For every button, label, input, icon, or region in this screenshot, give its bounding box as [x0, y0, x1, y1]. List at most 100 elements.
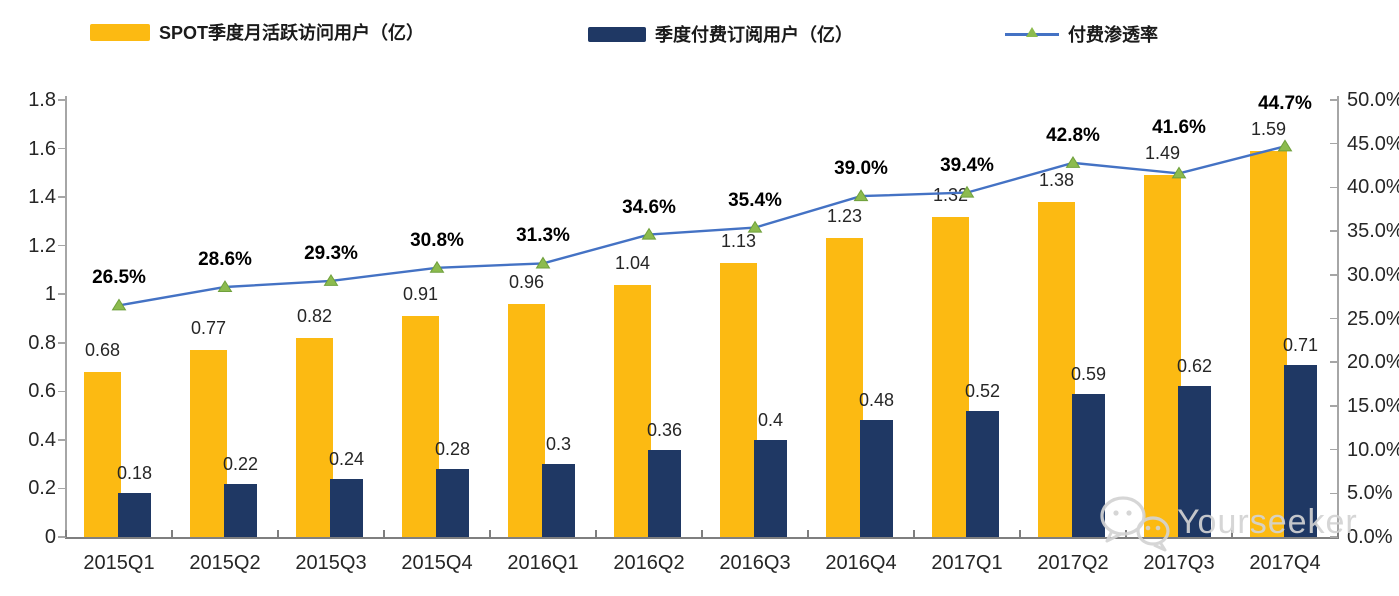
y-axis-left-line: [65, 96, 67, 537]
y-axis-right-tick: [1330, 361, 1338, 363]
y-axis-left-tick: [58, 293, 66, 295]
y-axis-right-tick-label: 5.0%: [1347, 482, 1393, 505]
x-axis-tick: [595, 530, 597, 537]
bar-mau-value-label: 0.77: [190, 318, 227, 339]
y-axis-left-tick-label: 0.8: [28, 331, 56, 354]
y-axis-right-tick-label: 10.0%: [1347, 438, 1399, 461]
y-axis-left-tick: [58, 536, 66, 538]
x-axis-tick: [1019, 530, 1021, 537]
bar-mau: [720, 262, 757, 537]
bar-mau-value-label: 1.59: [1250, 118, 1287, 139]
bar-mau-value-label: 1.04: [614, 252, 651, 273]
x-axis-tick: [913, 530, 915, 537]
penetration-pct-label: 31.3%: [516, 225, 570, 247]
bar-subscribers-value-label: 0.28: [434, 439, 471, 460]
bar-subscribers-value-label: 0.3: [545, 434, 572, 455]
bar-mau: [614, 284, 651, 537]
x-axis-category-label: 2016Q1: [507, 552, 579, 574]
bar-subscribers: [1284, 364, 1317, 537]
y-axis-right-tick: [1330, 317, 1338, 320]
bar-mau: [508, 303, 545, 537]
penetration-pct-label: 34.6%: [622, 196, 676, 218]
y-axis-right-tick-label: 15.0%: [1347, 394, 1399, 417]
bar-subscribers-value-label: 0.71: [1282, 334, 1319, 355]
legend-item-mau: SPOT季度月活跃访问用户（亿）: [90, 19, 424, 45]
y-axis-right-line: [1337, 96, 1339, 537]
y-axis-left-tick-label: 1.8: [28, 89, 56, 111]
x-axis-category-label: 2017Q2: [1037, 552, 1109, 574]
y-axis-left-tick-label: 1.2: [28, 234, 56, 257]
bar-mau-value-label: 1.32: [932, 184, 969, 205]
y-axis-right-tick-label: 30.0%: [1347, 263, 1399, 286]
bar-mau-value-label: 1.23: [826, 206, 863, 227]
x-axis-line: [65, 537, 1339, 539]
x-axis-category-label: 2015Q3: [295, 552, 367, 574]
bar-mau-value-label: 0.82: [296, 305, 333, 326]
bar-mau-value-label: 0.91: [402, 284, 439, 305]
x-axis-category-label: 2016Q3: [719, 552, 791, 574]
y-axis-right-tick: [1330, 142, 1338, 145]
y-axis-right-tick-label: 35.0%: [1347, 220, 1399, 243]
x-axis-tick: [1337, 530, 1339, 537]
x-axis-category-label: 2017Q4: [1249, 552, 1321, 574]
bar-mau: [190, 350, 227, 537]
legend-label-penetration: 付费渗透率: [1068, 25, 1158, 45]
x-axis-category-label: 2016Q2: [613, 552, 685, 574]
bar-mau-value-label: 1.38: [1038, 169, 1075, 190]
bar-subscribers-value-label: 0.24: [328, 448, 365, 469]
x-axis-category-label: 2017Q3: [1143, 552, 1215, 574]
x-axis-tick: [277, 530, 279, 537]
x-axis-category-label: 2017Q1: [931, 552, 1003, 574]
penetration-pct-label: 29.3%: [304, 242, 358, 264]
x-axis-tick: [807, 530, 809, 537]
y-axis-right-tick-label: 25.0%: [1347, 307, 1399, 330]
y-axis-left-tick-label: 0.2: [28, 477, 56, 500]
penetration-pct-label: 35.4%: [728, 189, 782, 211]
x-axis-tick: [701, 530, 703, 537]
bar-mau-value-label: 1.49: [1144, 143, 1181, 164]
y-axis-right-tick-label: 40.0%: [1347, 176, 1399, 199]
x-axis-tick: [1125, 530, 1127, 537]
bar-subscribers: [542, 464, 575, 537]
bar-subscribers: [224, 483, 257, 537]
penetration-pct-label: 39.0%: [834, 158, 888, 180]
bar-subscribers-value-label: 0.22: [222, 453, 259, 474]
bar-subscribers: [1178, 386, 1211, 537]
y-axis-left-tick: [58, 390, 66, 393]
x-axis-category-label: 2015Q4: [401, 552, 473, 574]
legend-triangle-marker-icon: [1026, 27, 1038, 37]
bar-subscribers: [1072, 393, 1105, 537]
bar-subscribers: [754, 439, 787, 537]
bar-subscribers-value-label: 0.4: [757, 409, 784, 430]
y-axis-left-tick-label: 1: [44, 283, 56, 306]
legend-item-subscribers: 季度付费订阅用户（亿）: [588, 21, 853, 47]
x-axis-tick: [171, 530, 173, 537]
bar-mau: [932, 216, 969, 537]
legend-line-marker-icon: [1005, 27, 1059, 40]
y-axis-left-tick: [58, 99, 66, 101]
penetration-pct-label: 28.6%: [198, 249, 252, 271]
bar-mau: [402, 316, 439, 537]
x-axis-category-label: 2015Q2: [189, 552, 261, 574]
bar-mau: [84, 371, 121, 537]
penetration-pct-label: 42.8%: [1046, 124, 1100, 146]
y-axis-right-tick: [1330, 274, 1338, 276]
bar-subscribers: [966, 410, 999, 537]
x-axis-category-label: 2015Q1: [83, 552, 155, 574]
x-axis-tick: [489, 530, 491, 537]
legend-label-subscribers: 季度付费订阅用户（亿）: [655, 25, 853, 45]
bar-subscribers: [436, 469, 469, 537]
y-axis-left-tick: [58, 342, 66, 344]
x-axis-tick: [383, 530, 385, 537]
bar-subscribers: [118, 493, 151, 537]
legend-swatch-mau: [90, 23, 150, 41]
bar-subscribers-value-label: 0.59: [1070, 363, 1107, 384]
y-axis-right-tick: [1330, 536, 1338, 538]
bar-mau-value-label: 0.96: [508, 271, 545, 292]
bar-mau-value-label: 1.13: [720, 230, 757, 251]
y-axis-right-tick: [1330, 405, 1338, 407]
y-axis-right-tick: [1330, 230, 1338, 232]
y-axis-left-tick: [58, 487, 66, 490]
